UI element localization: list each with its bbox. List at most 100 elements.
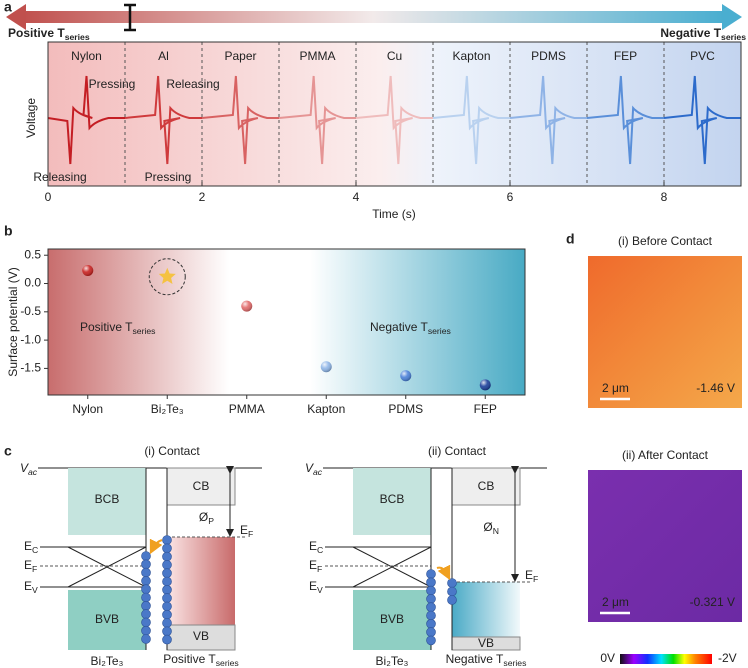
- bvb-band: [68, 590, 146, 650]
- charge-sphere: [447, 578, 457, 588]
- material-label-sub: series: [216, 658, 239, 668]
- vacuum-level-label-sub: ac: [313, 467, 323, 477]
- work-function-label: ØN: [483, 520, 499, 536]
- charge-sphere: [162, 535, 172, 545]
- material-label: Cu: [387, 49, 402, 63]
- band-label: VB: [193, 629, 209, 643]
- level-label-sub: F: [32, 564, 37, 574]
- voltage-trace: [201, 75, 279, 165]
- level-label-sub: F: [317, 564, 322, 574]
- annotation: Releasing: [166, 77, 219, 91]
- star-point: [158, 267, 176, 284]
- charge-sphere: [426, 602, 436, 613]
- charge-sphere: [426, 610, 436, 621]
- x-tick-label: PDMS: [388, 402, 423, 416]
- band-label: BCB: [95, 492, 120, 506]
- charge-sphere: [426, 585, 436, 596]
- region-label: Negative Tseries: [370, 320, 451, 336]
- charge-sphere: [426, 627, 436, 637]
- sphere-shade: [320, 361, 332, 373]
- charge-sphere: [162, 618, 172, 628]
- voltage-trace: [432, 75, 510, 165]
- level-label-main: E: [24, 539, 32, 553]
- x-tick-label: PMMA: [229, 402, 265, 416]
- level-label: EC: [309, 539, 323, 555]
- annotation: Pressing: [89, 77, 136, 91]
- charge-sphere: [141, 609, 151, 619]
- scale-marker: [124, 3, 136, 32]
- charge-sphere: [426, 577, 436, 588]
- level-label: EV: [24, 579, 38, 595]
- kpfm-image: [588, 256, 742, 408]
- bcb-band: [68, 468, 146, 535]
- level-label-main: E: [24, 579, 32, 593]
- vacuum-level-label: Vac: [20, 461, 38, 477]
- highlight-ring: [148, 258, 186, 296]
- sphere-shade: [479, 379, 491, 391]
- charge-sphere: [447, 595, 457, 605]
- x-tick-label: 8: [661, 190, 668, 204]
- x-axis-label: Time (s): [372, 207, 416, 221]
- level-label: EC: [24, 539, 38, 555]
- level-label: EF: [240, 523, 253, 539]
- charge-sphere: [426, 618, 436, 629]
- vacuum-level-label-main: V: [20, 461, 29, 475]
- voltage-trace: [509, 75, 587, 165]
- image-title: (ii) After Contact: [622, 448, 709, 462]
- material-label: Bi₂Te₃: [91, 654, 124, 668]
- charge-sphere: [162, 576, 172, 587]
- region-label: Positive Tseries: [80, 320, 155, 336]
- work-function-label-main: Ø: [199, 510, 208, 524]
- level-label-sub: F: [533, 574, 538, 584]
- level-label-main: E: [309, 539, 317, 553]
- level-label: EF: [24, 558, 37, 574]
- material-label: Bi₂Te₃: [376, 654, 409, 668]
- voltage-trace: [47, 75, 125, 165]
- charge-sphere: [162, 584, 172, 595]
- band-label: BVB: [95, 612, 119, 626]
- band-label: BVB: [380, 612, 404, 626]
- charge-sphere: [162, 560, 172, 570]
- work-function-label: ØP: [199, 510, 214, 526]
- image-title: (i) Before Contact: [618, 234, 713, 248]
- charge-sphere: [141, 551, 151, 561]
- y-axis-label: Surface potential (V): [6, 267, 20, 376]
- voltage-trace: [586, 75, 664, 165]
- voltage-trace: [278, 75, 356, 165]
- plot-background: [47, 248, 526, 396]
- charge-sphere: [141, 567, 151, 578]
- transfer-arrow: [149, 538, 163, 555]
- charge-sphere: [141, 617, 151, 628]
- region-label-main: Positive T: [80, 320, 133, 334]
- level-label-sub: V: [317, 585, 323, 595]
- diagram-title: (ii) Contact: [428, 444, 487, 458]
- level-label-main: E: [309, 558, 317, 572]
- transfer-arrow: [436, 564, 451, 581]
- charge-sphere: [141, 559, 151, 570]
- region-label-sub: series: [132, 326, 155, 336]
- sphere-shade: [82, 265, 94, 277]
- material-label-main: Negative T: [446, 652, 504, 666]
- charge-sphere: [162, 609, 172, 620]
- material-label: Negative Tseries: [446, 652, 527, 668]
- work-function-label-sub: N: [493, 526, 499, 536]
- material-label: Positive Tseries: [163, 652, 238, 668]
- scale-label: Negative Tseries: [660, 26, 746, 42]
- charge-sphere: [141, 592, 151, 603]
- cb-band: [451, 467, 521, 506]
- band-edges: [40, 546, 147, 588]
- band-label: VB: [478, 636, 494, 650]
- scale-arrow-body: [22, 11, 724, 23]
- material-label: Kapton: [452, 49, 490, 63]
- band-label: CB: [193, 479, 210, 493]
- level-label-main: E: [24, 558, 32, 572]
- x-tick-label: FEP: [474, 402, 497, 416]
- sphere-shade: [400, 370, 412, 382]
- annotation: Releasing: [33, 170, 86, 184]
- charged-region: [452, 582, 520, 637]
- band-label: BCB: [380, 492, 405, 506]
- level-label: EV: [309, 579, 323, 595]
- material-label: PMMA: [300, 49, 336, 63]
- y-tick-label: -1.5: [20, 361, 41, 375]
- level-label-main: E: [525, 568, 533, 582]
